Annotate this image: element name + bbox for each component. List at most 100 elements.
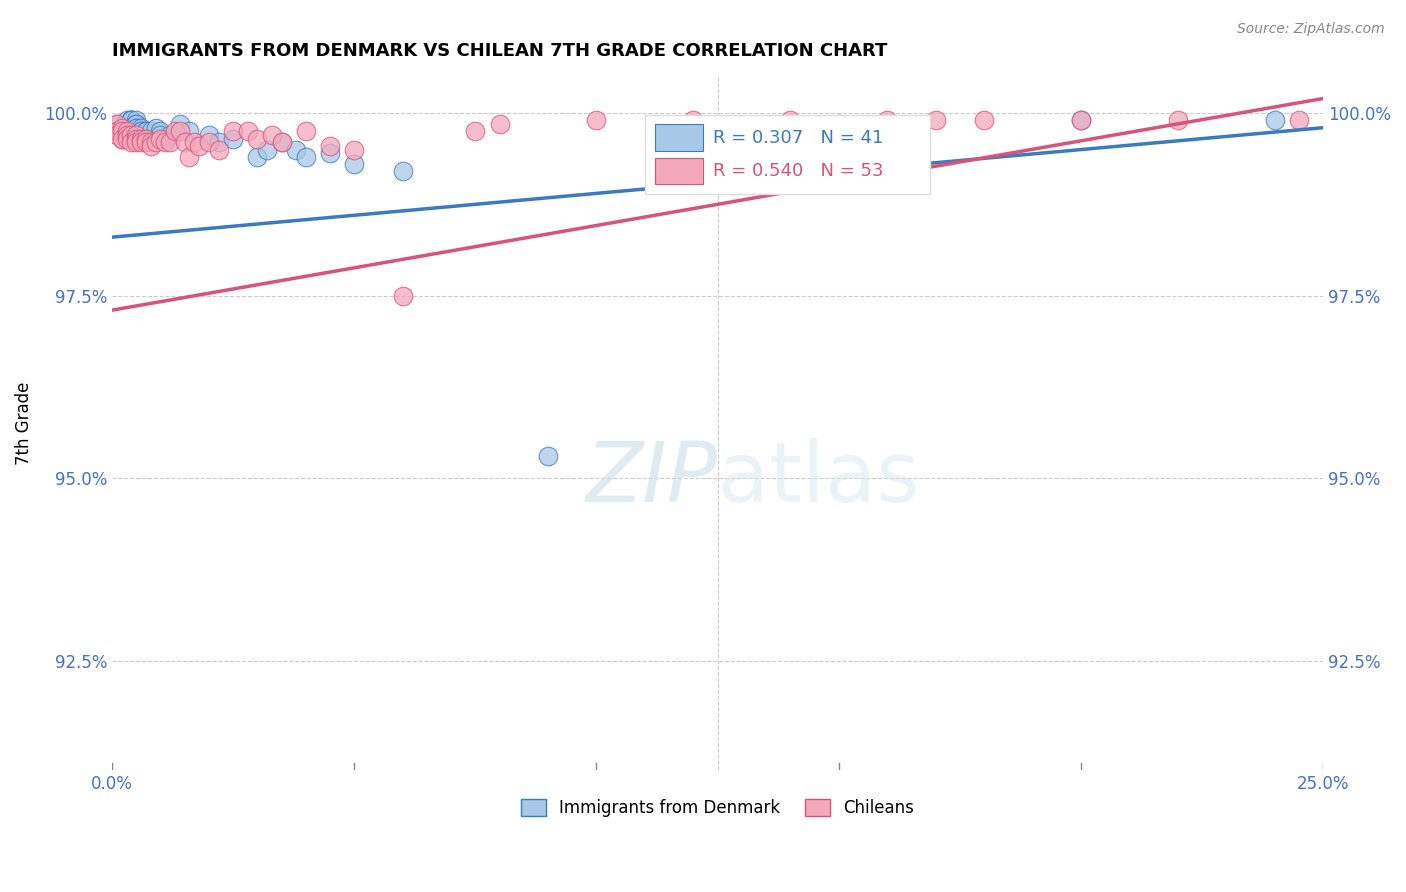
Point bbox=[139, 139, 162, 153]
Point bbox=[125, 117, 148, 131]
Point bbox=[391, 164, 413, 178]
Point bbox=[120, 128, 142, 142]
Point bbox=[924, 113, 946, 128]
Point bbox=[135, 131, 157, 145]
Point bbox=[115, 117, 138, 131]
Point bbox=[973, 113, 995, 128]
Point bbox=[125, 120, 148, 135]
Point bbox=[149, 128, 172, 142]
Point bbox=[343, 143, 366, 157]
Text: ZIP: ZIP bbox=[585, 438, 717, 519]
Legend: Immigrants from Denmark, Chileans: Immigrants from Denmark, Chileans bbox=[515, 793, 921, 824]
Point bbox=[537, 449, 560, 463]
Point bbox=[120, 113, 142, 128]
Point bbox=[125, 117, 148, 131]
Point bbox=[285, 143, 308, 157]
Point bbox=[149, 124, 172, 138]
Point bbox=[115, 124, 138, 138]
Point bbox=[105, 124, 128, 138]
Point bbox=[246, 150, 269, 164]
Point bbox=[155, 136, 177, 150]
Text: R = 0.540   N = 53: R = 0.540 N = 53 bbox=[713, 161, 883, 180]
Point bbox=[115, 117, 138, 131]
Point bbox=[155, 131, 177, 145]
Point bbox=[169, 124, 191, 138]
Text: atlas: atlas bbox=[717, 438, 920, 519]
Point bbox=[319, 139, 342, 153]
Point bbox=[188, 139, 211, 153]
Point bbox=[139, 124, 162, 138]
Point bbox=[207, 136, 229, 150]
Point bbox=[1070, 113, 1092, 128]
Point bbox=[139, 136, 162, 150]
Point bbox=[827, 117, 849, 131]
Point bbox=[115, 113, 138, 128]
Point bbox=[222, 124, 245, 138]
Point bbox=[198, 136, 221, 150]
Point bbox=[105, 128, 128, 142]
Y-axis label: 7th Grade: 7th Grade bbox=[15, 382, 32, 465]
Point bbox=[105, 117, 128, 131]
Point bbox=[1264, 113, 1286, 128]
Point bbox=[120, 113, 142, 128]
Point bbox=[125, 128, 148, 142]
Point bbox=[149, 131, 172, 145]
Text: IMMIGRANTS FROM DENMARK VS CHILEAN 7TH GRADE CORRELATION CHART: IMMIGRANTS FROM DENMARK VS CHILEAN 7TH G… bbox=[112, 42, 887, 60]
Point bbox=[120, 113, 142, 128]
Point bbox=[159, 136, 181, 150]
Point bbox=[585, 113, 607, 128]
Point bbox=[135, 124, 157, 138]
Point bbox=[179, 150, 201, 164]
Point bbox=[876, 113, 898, 128]
Point bbox=[120, 136, 142, 150]
Point bbox=[129, 131, 152, 145]
Point bbox=[111, 120, 134, 135]
Text: Source: ZipAtlas.com: Source: ZipAtlas.com bbox=[1237, 22, 1385, 37]
Point bbox=[294, 124, 316, 138]
Point bbox=[111, 131, 134, 145]
Point bbox=[391, 288, 413, 302]
Point bbox=[169, 117, 191, 131]
Point bbox=[145, 120, 167, 135]
Point bbox=[105, 117, 128, 131]
Point bbox=[129, 136, 152, 150]
Polygon shape bbox=[655, 158, 703, 184]
Point bbox=[125, 113, 148, 128]
Point bbox=[236, 124, 259, 138]
Point bbox=[179, 124, 201, 138]
Point bbox=[173, 136, 195, 150]
Point bbox=[1070, 113, 1092, 128]
Point bbox=[207, 143, 229, 157]
Point bbox=[270, 136, 292, 150]
Point bbox=[488, 117, 510, 131]
Point bbox=[129, 120, 152, 135]
Point bbox=[135, 136, 157, 150]
Polygon shape bbox=[655, 125, 703, 151]
Point bbox=[198, 128, 221, 142]
Point bbox=[135, 124, 157, 138]
Point bbox=[129, 124, 152, 138]
Point bbox=[125, 120, 148, 135]
Point bbox=[125, 136, 148, 150]
Point bbox=[159, 128, 181, 142]
Point bbox=[260, 128, 283, 142]
Point bbox=[464, 124, 486, 138]
Point bbox=[270, 136, 292, 150]
Point bbox=[145, 136, 167, 150]
Point bbox=[343, 157, 366, 171]
Point bbox=[779, 113, 801, 128]
Point bbox=[319, 146, 342, 161]
Point bbox=[222, 131, 245, 145]
Point bbox=[256, 143, 278, 157]
Point bbox=[246, 131, 269, 145]
Point bbox=[682, 113, 704, 128]
Point bbox=[125, 131, 148, 145]
Point bbox=[294, 150, 316, 164]
Point bbox=[129, 124, 152, 138]
Point bbox=[115, 128, 138, 142]
Point bbox=[120, 113, 142, 128]
Polygon shape bbox=[645, 115, 929, 194]
Point bbox=[163, 124, 186, 138]
Point bbox=[1288, 113, 1310, 128]
Point bbox=[115, 131, 138, 145]
